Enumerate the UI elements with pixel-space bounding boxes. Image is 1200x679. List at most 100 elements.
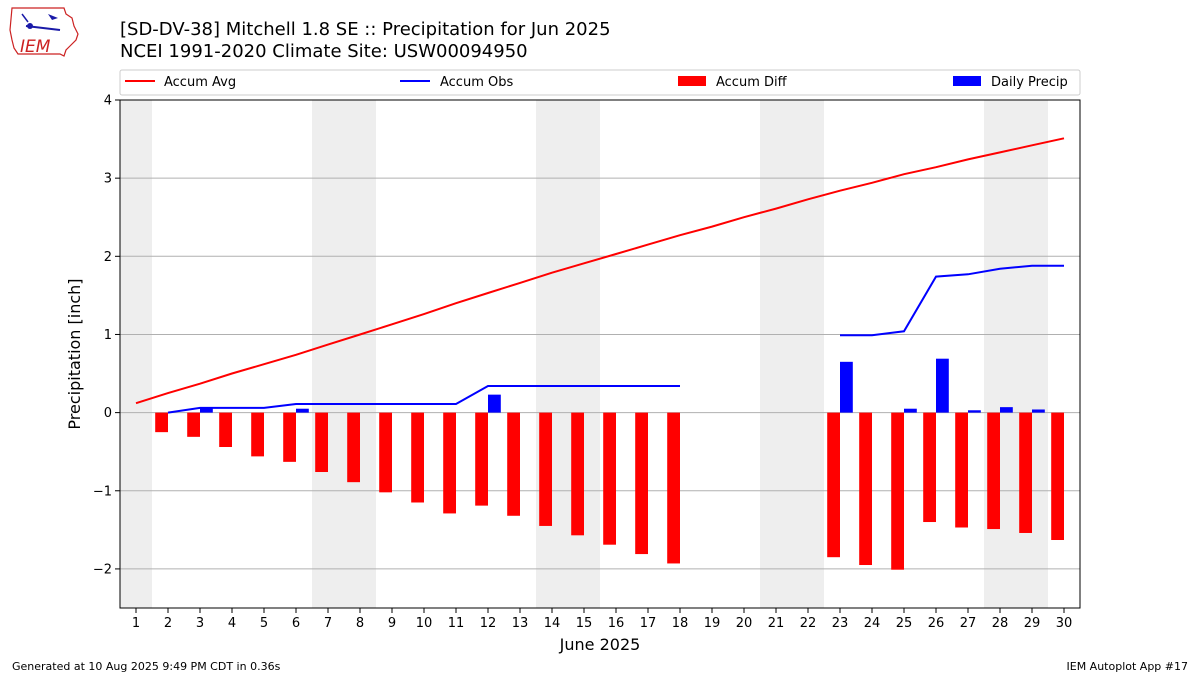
accum-diff-bar — [507, 412, 520, 516]
y-tick-label: 0 — [104, 406, 112, 421]
x-tick-label: 16 — [608, 616, 625, 631]
x-tick-label: 18 — [672, 616, 689, 631]
accum-diff-bar — [1051, 412, 1064, 541]
x-tick-label: 17 — [640, 616, 657, 631]
x-tick-label: 14 — [544, 616, 561, 631]
daily-precip-bar — [840, 361, 853, 413]
x-tick-label: 1 — [132, 616, 140, 631]
weekend-band-3 — [760, 100, 824, 608]
x-tick-label: 9 — [388, 616, 396, 631]
y-tick-label: 3 — [104, 172, 112, 187]
accum-diff-bar — [923, 412, 936, 523]
x-tick-label: 29 — [1024, 616, 1041, 631]
accum-obs-line — [167, 385, 680, 414]
accum-diff-bar — [411, 412, 424, 503]
daily-precip-bar — [488, 394, 501, 413]
accum-obs-line — [840, 264, 1064, 337]
x-tick-label: 2 — [164, 616, 172, 631]
accum-lines — [135, 137, 1065, 414]
x-tick-label: 8 — [356, 616, 364, 631]
x-tick-label: 10 — [416, 616, 433, 631]
accum-diff-bar — [315, 412, 328, 473]
x-tick-label: 12 — [480, 616, 497, 631]
footer-generated-text: Generated at 10 Aug 2025 9:49 PM CDT in … — [12, 660, 281, 673]
legend: Accum Avg Accum Obs Accum Diff Daily Pre… — [119, 69, 1081, 96]
x-tick-label: 21 — [768, 616, 785, 631]
daily-precip-bar — [936, 358, 949, 413]
accum-diff-bar — [443, 412, 456, 514]
accum-diff-bar — [635, 412, 648, 555]
daily-precip-bar — [296, 408, 309, 413]
y-tick-label: 1 — [104, 328, 112, 343]
legend-label-accum-diff: Accum Diff — [716, 75, 788, 90]
iem-logo: IEM — [9, 7, 79, 57]
weekend-band-2 — [536, 100, 600, 608]
x-tick-label: 3 — [196, 616, 204, 631]
x-tick-label: 15 — [576, 616, 593, 631]
daily-precip-bar — [200, 407, 213, 413]
accum-diff-bar — [155, 412, 168, 433]
y-axis-label: Precipitation [inch] — [65, 278, 84, 429]
x-tick-label: 22 — [800, 616, 817, 631]
x-axis-label: June 2025 — [559, 635, 641, 654]
x-tick-label: 19 — [704, 616, 721, 631]
x-tick-label: 26 — [928, 616, 945, 631]
y-axis: −2 −1 0 1 2 3 4 — [93, 94, 120, 577]
x-tick-label: 5 — [260, 616, 268, 631]
weekend-band-4 — [984, 100, 1048, 608]
y-tick-label: −2 — [93, 562, 112, 577]
logo-text: IEM — [20, 37, 51, 57]
legend-item-accum-avg: Accum Avg — [125, 75, 236, 90]
x-tick-label: 24 — [864, 616, 881, 631]
legend-item-daily-precip: Daily Precip — [953, 75, 1068, 90]
x-tick-label: 20 — [736, 616, 753, 631]
y-tick-label: −1 — [93, 484, 112, 499]
legend-item-accum-diff: Accum Diff — [678, 75, 788, 90]
y-tick-label: 2 — [104, 250, 112, 265]
accum-diff-bar — [379, 412, 392, 493]
accum-diff-bar — [827, 412, 840, 558]
weekend-band-0 — [120, 100, 152, 608]
accum-diff-bar — [219, 412, 232, 448]
legend-label-daily-precip: Daily Precip — [991, 75, 1068, 90]
y-tick-label: 4 — [104, 94, 112, 109]
x-tick-label: 25 — [896, 616, 913, 631]
x-tick-label: 23 — [832, 616, 849, 631]
accum-avg-line — [135, 137, 1065, 405]
chart-subtitle: NCEI 1991-2020 Climate Site: USW00094950 — [120, 41, 528, 62]
weekend-shading — [120, 100, 1048, 608]
accum-diff-bar — [251, 412, 264, 457]
accum-diff-bar — [955, 412, 968, 528]
daily-precip-bar — [968, 410, 981, 413]
grid-lines — [120, 177, 1080, 570]
accum-diff-bar — [571, 412, 584, 536]
plot-frame — [119, 99, 1081, 609]
x-tick-label: 6 — [292, 616, 300, 631]
x-tick-label: 27 — [960, 616, 977, 631]
chart-title: [SD-DV-38] Mitchell 1.8 SE :: Precipitat… — [120, 19, 611, 40]
legend-item-accum-obs: Accum Obs — [400, 75, 513, 90]
accum-diff-bar — [1019, 412, 1032, 533]
accum-diff-bar — [283, 412, 296, 462]
daily-precip-bar — [1000, 407, 1013, 413]
accum-diff-bar — [475, 412, 488, 506]
accum-diff-bar — [539, 412, 552, 526]
legend-label-accum-avg: Accum Avg — [164, 75, 236, 90]
x-tick-label: 11 — [448, 616, 465, 631]
accum-diff-bar — [859, 412, 872, 566]
accum-diff-bar — [667, 412, 680, 564]
daily-precip-bar — [1032, 409, 1045, 413]
weekend-band-1 — [312, 100, 376, 608]
x-tick-label: 13 — [512, 616, 529, 631]
daily-precip-bars — [200, 358, 1045, 413]
footer-app-text: IEM Autoplot App #17 — [1067, 660, 1189, 673]
x-axis: 1 2 3 4 5 6 7 8 9 10 11 12 13 14 15 16 17 18 19 20 21 22 23 24 2… — [132, 608, 1072, 631]
legend-label-accum-obs: Accum Obs — [440, 75, 513, 90]
accum-diff-bar — [891, 412, 904, 570]
x-tick-label: 7 — [324, 616, 332, 631]
x-tick-label: 4 — [228, 616, 236, 631]
daily-precip-bar — [904, 408, 917, 413]
x-tick-label: 28 — [992, 616, 1009, 631]
